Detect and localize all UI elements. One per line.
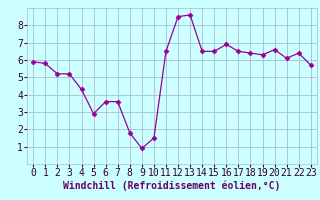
X-axis label: Windchill (Refroidissement éolien,°C): Windchill (Refroidissement éolien,°C) <box>63 181 281 191</box>
